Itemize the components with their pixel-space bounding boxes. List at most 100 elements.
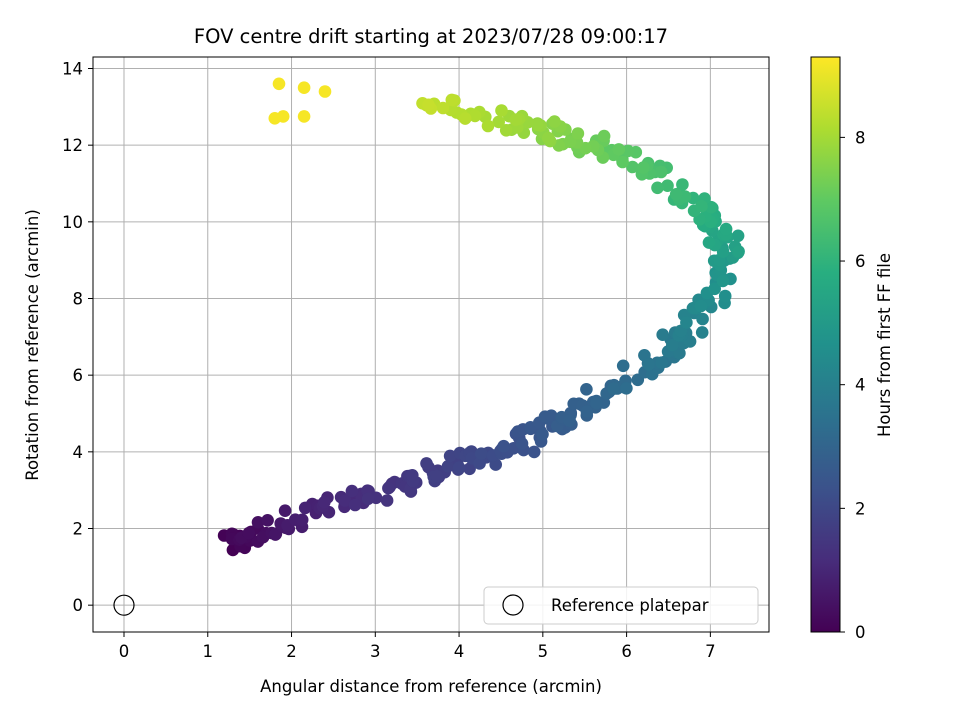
scatter-point [261, 514, 274, 527]
scatter-point [338, 494, 352, 508]
x-tick-label: 2 [286, 642, 297, 661]
scatter-point [612, 143, 626, 156]
scatter-points [113, 77, 745, 616]
scatter-point [597, 129, 611, 143]
colorbar-label: Hours from first FF file [875, 253, 894, 437]
scatter-point [590, 396, 603, 410]
scatter-point [704, 200, 718, 214]
scatter-point [380, 494, 394, 507]
scatter-point [607, 382, 620, 396]
scatter-point [242, 526, 256, 540]
scatter-point [732, 245, 745, 258]
y-tick-label: 12 [62, 136, 83, 155]
legend-box [483, 586, 759, 625]
scatter-point [656, 328, 669, 342]
colorbar-gradient [810, 56, 841, 633]
scatter-point [626, 160, 639, 174]
x-tick-label: 6 [621, 642, 632, 661]
y-tick-label: 2 [73, 520, 84, 539]
scatter-point [458, 112, 472, 125]
scatter-point [298, 501, 312, 515]
x-tick-label: 0 [119, 642, 130, 661]
scatter-point [708, 282, 721, 296]
x-axis-ticks: 0 1 2 3 4 5 6 7 [119, 632, 716, 661]
scatter-point [452, 461, 466, 474]
colorbar-tick-label: 4 [855, 376, 866, 395]
scatter-point [463, 462, 476, 476]
scatter-point [694, 299, 708, 313]
x-axis-label: Angular distance from reference (arcmin) [260, 677, 602, 696]
scatter-point [548, 115, 561, 128]
plot-frame [92, 56, 770, 633]
x-tick-label: 4 [454, 642, 465, 661]
y-tick-label: 4 [73, 443, 84, 462]
scatter-point [430, 469, 444, 483]
scatter-point [495, 104, 508, 117]
scatter-point [580, 405, 594, 418]
scatter-point [669, 188, 683, 201]
scatter-point [406, 469, 419, 482]
x-tick-label: 1 [203, 642, 214, 661]
scatter-point [318, 85, 332, 98]
scatter-point [527, 445, 541, 459]
scatter-point [666, 338, 679, 352]
grid [93, 57, 769, 632]
scatter-point [445, 93, 459, 107]
y-axis-ticks: 0 2 4 6 8 10 12 14 [62, 60, 93, 615]
scatter-point [719, 222, 733, 236]
scatter-point [473, 457, 486, 470]
scatter-point [436, 101, 450, 115]
scatter-point [509, 113, 523, 126]
scatter-point [655, 356, 668, 370]
scatter-point [654, 165, 668, 179]
scatter-point [297, 81, 311, 94]
scatter-point [642, 358, 655, 371]
scatter-point [420, 457, 433, 470]
scatter-point [676, 178, 689, 191]
chart-title: FOV centre drift starting at 2023/07/28 … [194, 25, 668, 48]
scatter-point [422, 98, 435, 112]
scatter-point [475, 447, 488, 461]
scatter-point [382, 481, 395, 495]
y-tick-label: 6 [73, 366, 84, 385]
colorbar-tick-label: 2 [855, 499, 866, 518]
legend-marker-reference [502, 594, 524, 616]
scatter-point [673, 346, 686, 360]
scatter-point [571, 127, 585, 140]
scatter-point [297, 110, 311, 123]
scatter-point [620, 382, 633, 395]
scatter-point [443, 449, 457, 463]
scatter-point [616, 359, 630, 373]
scatter-point [696, 312, 709, 326]
scatter-point [295, 513, 309, 527]
scatter-point [497, 439, 511, 453]
scatter-point [251, 516, 265, 529]
scatter-point [702, 236, 716, 249]
scatter-point [345, 484, 359, 498]
scatter-point [716, 274, 730, 288]
scatter-point [492, 115, 506, 129]
x-tick-label: 7 [705, 642, 716, 661]
scatter-point [499, 124, 513, 137]
reference-point-marker [113, 594, 135, 616]
scatter-point [580, 383, 593, 396]
scatter-point [276, 110, 290, 123]
scatter-point [536, 428, 549, 441]
scatter-point [661, 179, 674, 192]
scatter-point [695, 326, 709, 339]
scatter-point [731, 229, 745, 243]
scatter-point [272, 77, 286, 91]
scatter-point [637, 161, 650, 174]
scatter-point [441, 460, 455, 473]
colorbar: 0 2 4 6 8 Hours from first FF file [810, 56, 894, 642]
scatter-point [361, 492, 375, 506]
y-axis-label: Rotation from reference (arcmin) [23, 209, 42, 481]
x-tick-label: 3 [370, 642, 381, 661]
y-tick-label: 10 [62, 213, 83, 232]
y-tick-label: 8 [73, 290, 84, 309]
colorbar-ticks: 0 2 4 6 8 [840, 128, 866, 642]
scatter-point [278, 504, 292, 517]
scatter-point [616, 155, 629, 169]
scatter-point [541, 131, 555, 145]
